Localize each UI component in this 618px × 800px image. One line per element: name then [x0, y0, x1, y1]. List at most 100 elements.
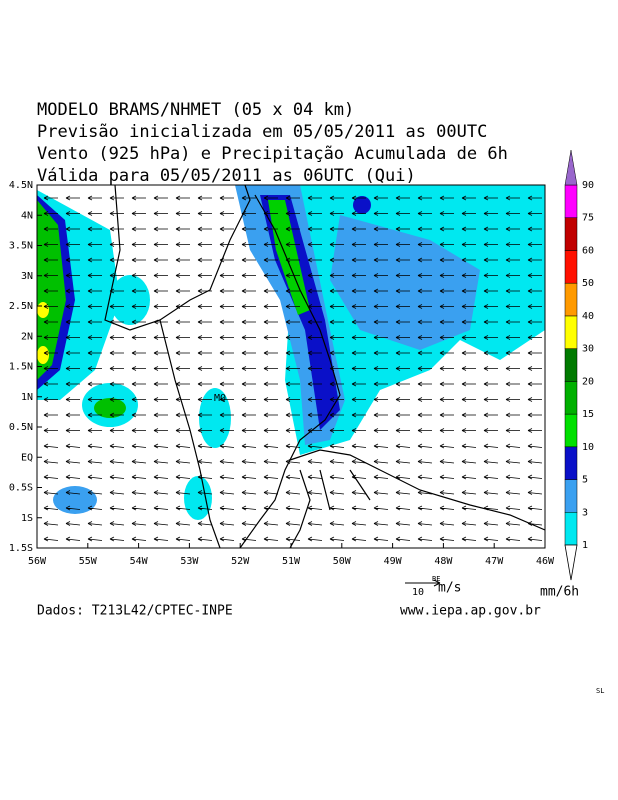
wind-arrow	[263, 536, 279, 542]
wind-arrow	[153, 319, 168, 325]
wind-arrow	[483, 505, 499, 511]
wind-arrow	[87, 226, 102, 232]
wind-arrow	[439, 211, 454, 216]
wind-arrow	[461, 335, 476, 340]
wind-arrow	[285, 521, 301, 526]
wind-arrow	[439, 257, 454, 263]
wind-arrow	[417, 350, 432, 356]
reference-speed: 10	[412, 587, 424, 598]
wind-arrow	[373, 350, 388, 356]
precip-area	[184, 476, 212, 520]
wind-arrow	[153, 257, 168, 263]
wind-arrow	[461, 428, 476, 433]
wind-arrow	[109, 536, 125, 542]
wind-arrow	[241, 273, 256, 278]
wind-arrow	[219, 536, 235, 542]
wind-arrow	[395, 366, 410, 371]
wind-arrow	[329, 226, 344, 232]
wind-arrow	[43, 521, 59, 526]
wind-arrow	[109, 366, 124, 371]
wind-arrow	[153, 505, 169, 511]
wind-arrow	[197, 366, 212, 371]
wind-arrow	[43, 288, 58, 294]
wind-arrow	[439, 335, 454, 340]
wind-arrow	[241, 242, 256, 247]
wind-arrow	[439, 381, 454, 387]
wind-arrow	[153, 273, 168, 278]
wind-arrow	[153, 474, 169, 480]
axes: 56W 55W 54W 53W 52W 51W 50W 49W 48W 47W 46W 4.5N 4N 3…	[9, 180, 555, 567]
wind-arrow	[109, 242, 124, 247]
x-tick-label: 56W	[28, 556, 47, 567]
wind-arrow	[175, 474, 191, 480]
precipitation	[37, 185, 545, 520]
wind-arrow	[307, 335, 322, 340]
wind-arrow	[65, 335, 80, 340]
wind-arrow	[131, 211, 146, 216]
wind-arrow	[219, 273, 234, 278]
wind-arrow	[65, 397, 80, 402]
wind-arrow	[131, 273, 146, 278]
wind-arrow	[175, 397, 190, 402]
wind-arrow	[373, 242, 388, 247]
header-line: Previsão inicializada em 05/05/2011 as 0…	[37, 122, 487, 142]
wind-arrow	[65, 474, 81, 480]
wind-arrow	[219, 412, 234, 418]
wind-arrow	[263, 521, 279, 526]
wind-arrow	[373, 397, 388, 402]
wind-arrow	[263, 505, 279, 511]
wind-arrow	[395, 226, 410, 232]
wind-arrow	[43, 459, 59, 464]
wind-arrow	[527, 366, 542, 371]
wind-arrow	[285, 505, 301, 511]
wind-arrow	[439, 397, 454, 402]
wind-arrow	[285, 273, 300, 278]
wind-arrow	[461, 397, 476, 402]
wind-arrow	[175, 242, 190, 247]
wind-arrow	[395, 273, 410, 278]
wind-arrow	[527, 505, 543, 511]
wind-arrow	[527, 521, 543, 526]
wind-arrow	[131, 350, 146, 356]
wind-arrow	[351, 304, 366, 309]
wind-arrow	[65, 257, 80, 263]
wind-arrow	[395, 505, 411, 511]
wind-arrow	[395, 521, 411, 526]
wind-arrow	[461, 505, 477, 511]
wind-arrow	[285, 211, 300, 216]
wind-arrow	[43, 428, 58, 433]
wind-arrow	[65, 350, 80, 356]
wind-arrow	[307, 211, 322, 216]
wind-arrow	[395, 242, 410, 247]
wind-arrow	[505, 319, 520, 325]
wind-arrow	[373, 505, 389, 511]
wind-arrow	[219, 319, 234, 325]
wind-arrow	[175, 335, 190, 340]
wind-arrow	[417, 195, 432, 201]
precip-area	[268, 200, 310, 315]
wind-arrow	[483, 443, 499, 449]
wind-arrow	[65, 304, 80, 309]
wind-arrow	[285, 381, 300, 387]
wind-arrow	[505, 459, 521, 464]
header: MODELO BRAMS/NHMET (05 x 04 km) Previsão…	[37, 100, 508, 186]
wind-arrow	[439, 443, 455, 449]
wind-arrow	[439, 304, 454, 309]
wind-arrow	[131, 490, 147, 495]
wind-arrow	[175, 505, 191, 511]
wind-arrow	[109, 490, 125, 495]
wind-arrow	[373, 381, 388, 387]
wind-arrow	[87, 242, 102, 247]
wind-arrow	[65, 381, 80, 387]
colorbar-segment	[564, 348, 578, 382]
wind-arrow	[263, 242, 278, 247]
wind-arrow	[307, 459, 323, 464]
wind-arrow	[153, 350, 168, 356]
wind-arrow	[373, 304, 388, 309]
wind-arrow	[329, 304, 344, 309]
colorbar-segment	[564, 282, 578, 317]
wind-arrow	[483, 428, 498, 433]
wind-arrow	[153, 397, 168, 402]
wind-arrow	[153, 211, 168, 216]
